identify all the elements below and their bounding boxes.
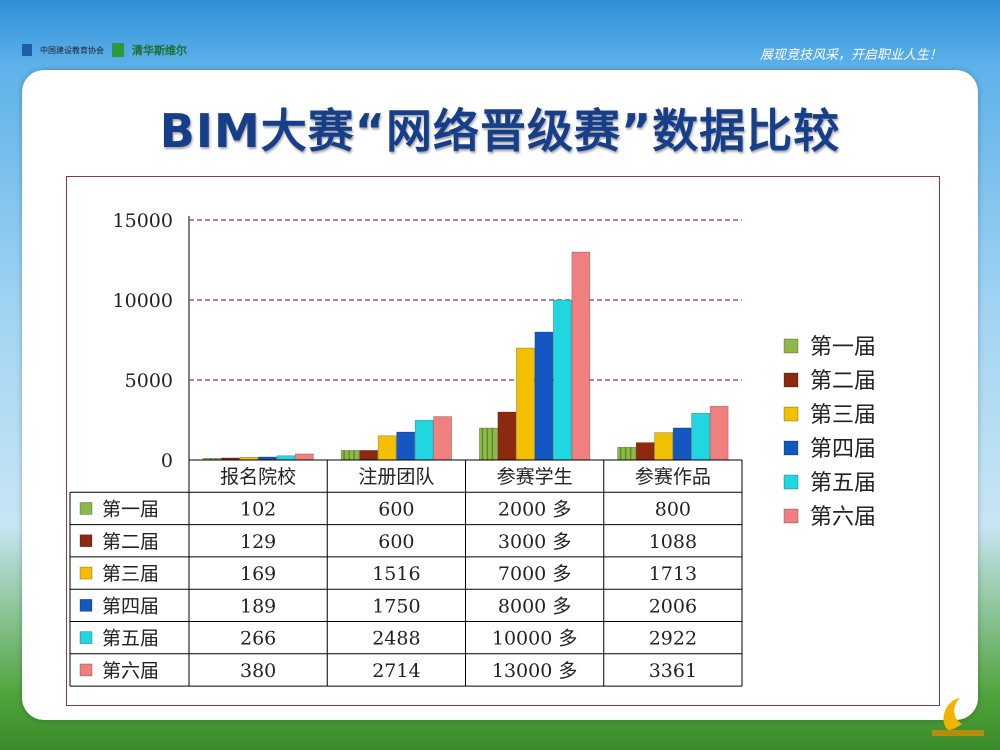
table-cell-1-3: 1088: [649, 531, 697, 553]
table-cell-5-3: 3361: [649, 660, 697, 682]
x-tick-label-0: 报名院校: [220, 466, 296, 488]
slogan: 展现竞技风采，开启职业人生！: [760, 48, 943, 63]
bar-1-1: [359, 450, 378, 461]
table-cell-3-1: 1750: [372, 595, 420, 617]
legend-label-3: 第四届: [810, 437, 876, 462]
table-cell-2-1: 1516: [372, 563, 420, 585]
header-logos: 中国建设教育协会 清华斯维尔: [22, 42, 187, 58]
association-logo-icon: [22, 44, 32, 56]
bar-3-3: [672, 427, 692, 461]
table-cell-1-0: 129: [240, 531, 276, 553]
y-tick-label-2: 10000: [113, 290, 173, 312]
table-cell-4-1: 2488: [372, 628, 420, 650]
table-cell-4-3: 2922: [649, 628, 697, 650]
table-cell-0-3: 800: [655, 498, 691, 520]
company-logo-text: 清华斯维尔: [132, 44, 187, 57]
legend-swatch-2: [783, 406, 799, 422]
table-cell-0-1: 600: [378, 498, 414, 520]
company-logo-icon: [112, 43, 124, 57]
bar-1-2: [377, 435, 397, 461]
table-key-5: [79, 663, 93, 677]
legend-swatch-3: [783, 440, 799, 456]
bar-3-5: [709, 405, 729, 461]
table-series-label-1: 第二届: [102, 531, 159, 553]
table-cell-0-2: 2000 多: [498, 498, 571, 520]
table-cell-4-0: 266: [240, 628, 276, 650]
table-cell-5-0: 380: [240, 660, 276, 682]
bar-1-4: [414, 419, 434, 461]
bar-2-2: [516, 347, 535, 461]
legend-label-2: 第三届: [810, 403, 876, 428]
bar-2-3: [534, 331, 554, 461]
bar-3-4: [691, 412, 710, 461]
legend-swatch-1: [783, 372, 799, 388]
x-tick-label-3: 参赛作品: [635, 466, 711, 488]
table-cell-1-2: 3000 多: [498, 531, 571, 553]
x-tick-label-2: 参赛学生: [497, 466, 573, 488]
table-cell-5-2: 13000 多: [492, 660, 577, 682]
bar-1-5: [433, 416, 452, 461]
legend-label-0: 第一届: [810, 335, 876, 360]
bar-2-1: [497, 411, 517, 461]
table-cell-2-3: 1713: [649, 563, 697, 585]
y-tick-label-0: 0: [161, 450, 173, 472]
bar-3-2: [654, 432, 673, 461]
table-series-label-4: 第五届: [102, 628, 159, 650]
table-key-3: [79, 599, 93, 612]
table-series-label-5: 第六届: [102, 660, 159, 682]
table-series-label-3: 第四届: [102, 595, 159, 617]
legend-label-5: 第六届: [810, 505, 876, 530]
bar-0-5: [295, 453, 314, 461]
bar-3-1: [635, 442, 655, 461]
legend-swatch-0: [783, 338, 799, 354]
table-cell-3-3: 2006: [649, 595, 697, 617]
table-cell-2-0: 169: [240, 563, 276, 585]
y-tick-label-3: 15000: [113, 210, 173, 232]
x-tick-label-1: 注册团队: [358, 466, 434, 488]
table-cell-4-2: 10000 多: [492, 628, 577, 650]
table-cell-5-1: 2714: [372, 660, 420, 682]
table-cell-2-2: 7000 多: [498, 563, 571, 585]
table-series-label-0: 第一届: [102, 498, 159, 520]
event-logo-icon: [932, 698, 984, 736]
table-key-1: [79, 534, 93, 548]
table-key-0: [79, 502, 93, 515]
table-cell-3-0: 189: [240, 595, 276, 617]
table-key-2: [79, 566, 93, 580]
table-key-4: [79, 631, 93, 644]
legend-label-1: 第二届: [810, 369, 876, 394]
legend-swatch-4: [783, 474, 799, 490]
bar-2-5: [571, 251, 591, 461]
bar-2-4: [553, 299, 572, 461]
table-cell-3-2: 8000 多: [498, 595, 571, 617]
table-cell-0-0: 102: [240, 498, 276, 520]
legend-label-4: 第五届: [810, 471, 876, 496]
bar-0-4: [276, 455, 296, 461]
association-logo-text: 中国建设教育协会: [40, 45, 104, 55]
table-series-label-2: 第三届: [102, 563, 159, 585]
table-cell-1-1: 600: [378, 531, 414, 553]
page-title: BIM大赛“网络晋级赛”数据比较: [159, 104, 841, 158]
bar-1-3: [396, 431, 415, 461]
y-tick-label-1: 5000: [125, 370, 173, 392]
legend-swatch-5: [783, 508, 799, 524]
